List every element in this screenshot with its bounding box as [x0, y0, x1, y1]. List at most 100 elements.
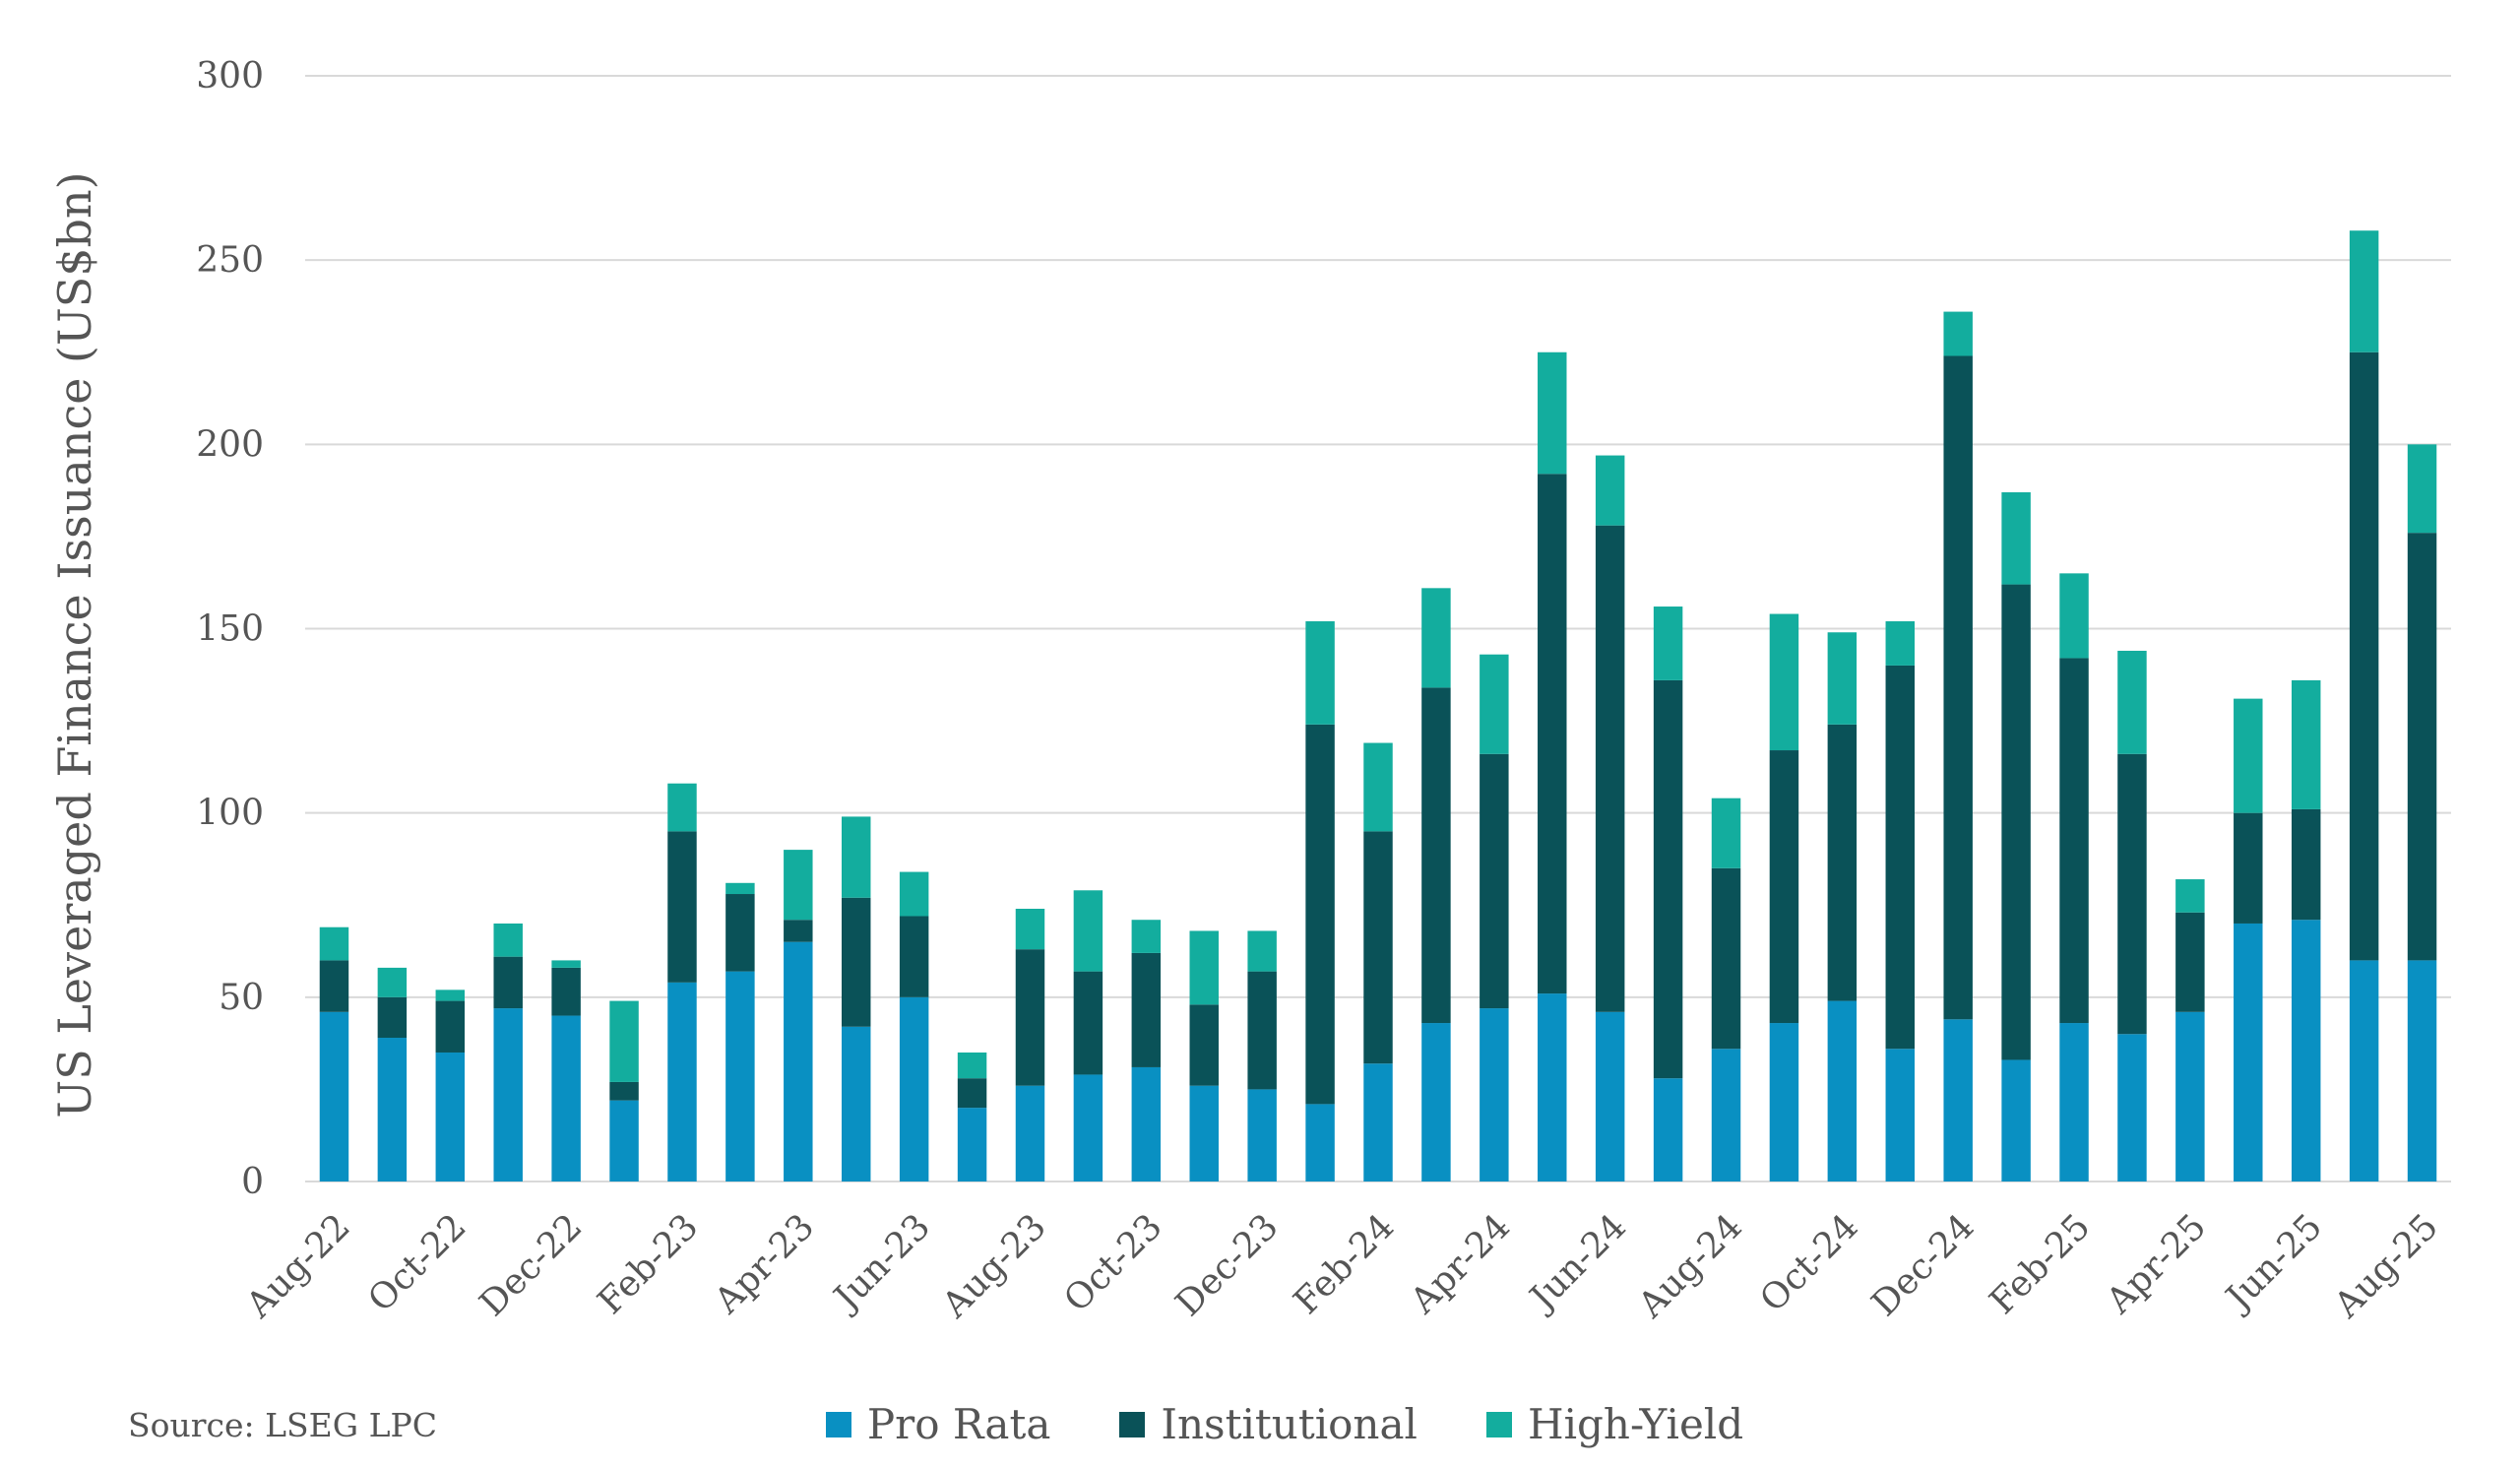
bar-pro-rata-jan-24 [1305, 1104, 1335, 1182]
bar-high-yield-nov-22 [493, 923, 523, 957]
bar-institutional-sep-22 [377, 996, 408, 1039]
bar-high-yield-dec-24 [1943, 311, 1973, 356]
bar-pro-rata-jun-25 [2291, 920, 2321, 1182]
bar-high-yield-aug-22 [319, 926, 349, 961]
bar-pro-rata-jun-24 [1595, 1011, 1625, 1182]
bar-pro-rata-jan-25 [2001, 1059, 2031, 1182]
bar-pro-rata-aug-25 [2407, 960, 2437, 1182]
x-tick-label: Aug-22 [238, 1206, 358, 1326]
bar-institutional-jun-25 [2291, 808, 2321, 921]
bar-pro-rata-sep-23 [1073, 1074, 1103, 1182]
bar-high-yield-apr-24 [1480, 654, 1509, 754]
y-tick-label: 250 [196, 240, 264, 281]
bar-pro-rata-jun-23 [899, 996, 929, 1182]
bar-institutional-sep-24 [1769, 750, 1799, 1024]
bar-institutional-nov-22 [493, 956, 523, 1009]
bar-institutional-mar-23 [725, 894, 755, 972]
legend-label-pro-rata: Pro Rata [866, 1400, 1051, 1448]
bar-institutional-nov-23 [1189, 1004, 1219, 1086]
bar-pro-rata-oct-24 [1827, 1000, 1858, 1182]
bar-high-yield-oct-24 [1827, 632, 1858, 725]
x-tick-label: Oct-22 [360, 1206, 473, 1319]
bar-high-yield-may-24 [1538, 351, 1567, 475]
bar-institutional-nov-24 [1885, 665, 1915, 1050]
bar-pro-rata-oct-23 [1131, 1066, 1162, 1182]
bar-pro-rata-may-25 [2234, 923, 2263, 1182]
bar-institutional-feb-25 [2059, 658, 2089, 1024]
x-tick-label: Aug-25 [2326, 1206, 2446, 1326]
bar-pro-rata-jul-25 [2349, 960, 2379, 1182]
bar-high-yield-jun-25 [2291, 679, 2321, 809]
bar-institutional-mar-25 [2117, 753, 2147, 1035]
bar-pro-rata-may-24 [1538, 993, 1567, 1182]
bar-high-yield-aug-25 [2407, 444, 2437, 534]
bar-high-yield-feb-24 [1363, 742, 1393, 832]
bar-high-yield-feb-23 [667, 783, 697, 832]
bar-high-yield-may-25 [2234, 698, 2263, 813]
bar-high-yield-jul-25 [2349, 230, 2379, 352]
bar-high-yield-apr-23 [784, 850, 813, 921]
bar-institutional-jun-24 [1595, 525, 1625, 1012]
bar-high-yield-oct-22 [435, 990, 466, 1001]
bar-pro-rata-jul-23 [957, 1108, 987, 1182]
bar-institutional-feb-24 [1363, 831, 1393, 1064]
bar-pro-rata-feb-25 [2059, 1023, 2089, 1182]
y-axis-label: US Leveraged Finance Issuance (US$bn) [48, 171, 101, 1118]
source-note: Source: LSEG LPC [128, 1406, 437, 1444]
bar-pro-rata-apr-23 [784, 941, 813, 1182]
bar-high-yield-nov-24 [1885, 621, 1915, 666]
bar-high-yield-aug-23 [1015, 908, 1045, 950]
bar-pro-rata-feb-24 [1363, 1063, 1393, 1182]
x-tick-label: Oct-23 [1056, 1206, 1169, 1319]
bar-institutional-aug-24 [1711, 867, 1741, 1050]
legend-swatch-institutional [1119, 1411, 1146, 1437]
bar-institutional-jan-25 [2001, 584, 2031, 1060]
bar-pro-rata-mar-25 [2117, 1034, 2147, 1182]
bar-high-yield-oct-23 [1131, 920, 1162, 953]
bar-pro-rata-apr-25 [2175, 1011, 2205, 1182]
x-tick-label: Dec-24 [1864, 1206, 1983, 1324]
bar-institutional-dec-24 [1943, 355, 1973, 1020]
bar-high-yield-jan-24 [1305, 621, 1335, 725]
legend-label-high-yield: High-Yield [1527, 1400, 1744, 1448]
bar-pro-rata-nov-23 [1189, 1085, 1219, 1182]
bar-institutional-aug-25 [2407, 533, 2437, 961]
bar-pro-rata-jul-24 [1653, 1078, 1683, 1182]
x-tick-label: Dec-22 [472, 1206, 591, 1324]
bar-institutional-jan-23 [609, 1081, 639, 1101]
bar-high-yield-sep-24 [1769, 613, 1799, 751]
y-tick-label: 150 [196, 609, 264, 650]
x-tick-label: Aug-23 [934, 1206, 1054, 1326]
bar-institutional-dec-23 [1247, 971, 1277, 1090]
bar-institutional-may-24 [1538, 474, 1567, 994]
bar-high-yield-dec-22 [551, 960, 581, 968]
y-tick-label: 50 [219, 978, 264, 1018]
bar-high-yield-feb-25 [2059, 573, 2089, 659]
x-tick-label: Apr-25 [2099, 1206, 2215, 1322]
legend-item-high-yield: High-Yield [1485, 1400, 1744, 1448]
x-tick-label: Apr-24 [1403, 1206, 1519, 1322]
x-tick-label: Jun-23 [824, 1206, 938, 1320]
bar-high-yield-apr-25 [2175, 879, 2205, 913]
bar-institutional-mar-24 [1421, 687, 1451, 1024]
bar-pro-rata-oct-22 [435, 1052, 466, 1182]
bar-pro-rata-aug-23 [1015, 1085, 1045, 1182]
x-tick-label: Feb-25 [1983, 1206, 2099, 1322]
bar-high-yield-jun-24 [1595, 455, 1625, 526]
bar-pro-rata-mar-24 [1421, 1023, 1451, 1182]
x-tick-label: Aug-24 [1630, 1206, 1750, 1326]
bar-institutional-jul-23 [957, 1078, 987, 1109]
bar-institutional-oct-23 [1131, 952, 1162, 1067]
bar-high-yield-mar-25 [2117, 650, 2147, 754]
y-tick-label: 200 [196, 424, 264, 465]
bar-pro-rata-dec-23 [1247, 1089, 1277, 1182]
bar-institutional-oct-24 [1827, 724, 1858, 1001]
legend-item-institutional: Institutional [1119, 1400, 1418, 1448]
x-tick-label: Dec-23 [1168, 1206, 1287, 1324]
bar-pro-rata-feb-23 [667, 982, 697, 1182]
bar-institutional-aug-23 [1015, 949, 1045, 1086]
bar-high-yield-nov-23 [1189, 930, 1219, 1005]
bar-pro-rata-nov-24 [1885, 1049, 1915, 1182]
bar-high-yield-jan-23 [609, 1000, 639, 1082]
